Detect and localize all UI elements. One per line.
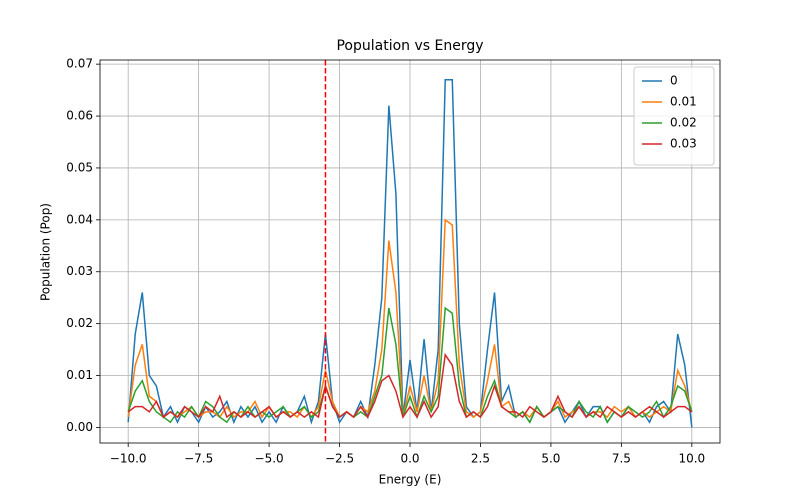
x-tick-label: 7.5 [612,452,631,466]
x-tick-label: 2.5 [471,452,490,466]
legend-label: 0 [670,74,678,88]
x-tick-label: 5.0 [541,452,560,466]
x-tick-label: −2.5 [325,452,354,466]
legend-label: 0.01 [670,95,697,109]
data-line [127,352,693,419]
x-tick-label: −10.0 [110,452,147,466]
y-tick-label: 0.00 [66,420,93,434]
chart-title: Population vs Energy [336,38,483,54]
x-tick-label: −7.5 [184,452,213,466]
y-tick-label: 0.05 [66,160,93,174]
data-line [127,78,693,428]
plot-frame [99,59,721,444]
x-tick-label: 0.0 [400,452,419,466]
y-axis-label: Population (Pop) [39,203,53,301]
x-axis-label: Energy (E) [379,473,442,487]
x-tick-label: −5.0 [255,452,284,466]
y-tick-label: 0.07 [66,57,93,71]
x-tick-label: 10.0 [678,452,705,466]
data-line [127,306,693,424]
y-tick-label: 0.02 [66,316,93,330]
legend-label: 0.03 [670,137,697,151]
y-tick-label: 0.03 [66,264,93,278]
y-tick-label: 0.06 [66,109,93,123]
legend-box [633,66,715,166]
legend-label: 0.02 [670,116,697,130]
y-tick-label: 0.01 [66,368,93,382]
y-tick-label: 0.04 [66,212,93,226]
data-line [127,218,693,419]
